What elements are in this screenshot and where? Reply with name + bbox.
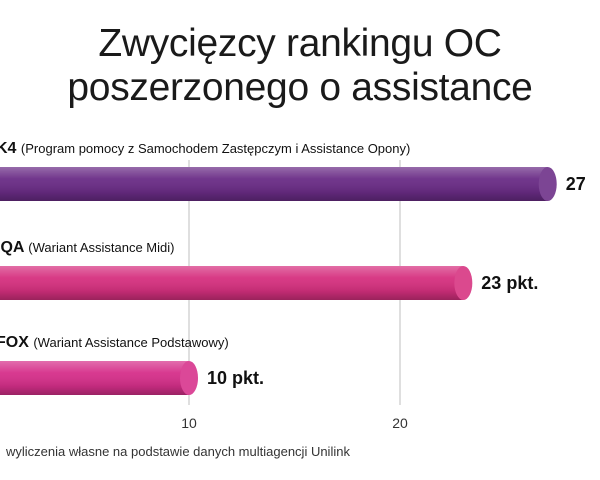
- source-note: wyliczenia własne na podstawie danych mu…: [6, 444, 350, 459]
- value-label-fox: 10 pkt.: [207, 368, 264, 388]
- category-variant-iqa: (Wariant Assistance Midi): [28, 240, 174, 255]
- bar-cap-highlight-k4: [538, 167, 557, 201]
- chart-title-line-1: Zwycięzcy rankingu OC: [98, 22, 502, 65]
- bar-cap-highlight-iqa: [454, 266, 473, 300]
- bar-cap-iqa: [454, 266, 473, 300]
- bar-shade-fox: [0, 361, 189, 395]
- category-variant-k4: (Program pomocy z Samochodem Zastępczym …: [21, 141, 410, 156]
- bar-shade-k4: [0, 167, 548, 201]
- x-tick-label-10: 10: [181, 415, 197, 431]
- chart-title: Zwycięzcy rankingu OC poszerzonego o ass…: [0, 22, 600, 110]
- category-brand-fox: FOX: [0, 334, 33, 351]
- x-tick-label-20: 20: [392, 415, 408, 431]
- category-label-k4: K4 (Program pomocy z Samochodem Zastępcz…: [0, 140, 410, 157]
- category-label-iqa: IQA (Wariant Assistance Midi): [0, 239, 174, 256]
- value-label-k4: 27: [566, 174, 586, 194]
- category-label-fox: FOX (Wariant Assistance Podstawowy): [0, 334, 229, 351]
- bar-cap-k4: [538, 167, 557, 201]
- category-variant-fox: (Wariant Assistance Podstawowy): [33, 335, 228, 350]
- bar-cap-fox: [180, 361, 198, 395]
- category-brand-k4: K4: [0, 140, 21, 157]
- value-label-iqa: 23 pkt.: [481, 273, 538, 293]
- chart-title-line-2: poszerzonego o assistance: [67, 66, 533, 109]
- category-brand-iqa: IQA: [0, 239, 28, 256]
- bar-cap-highlight-fox: [180, 361, 198, 395]
- bar-shade-iqa: [0, 266, 464, 300]
